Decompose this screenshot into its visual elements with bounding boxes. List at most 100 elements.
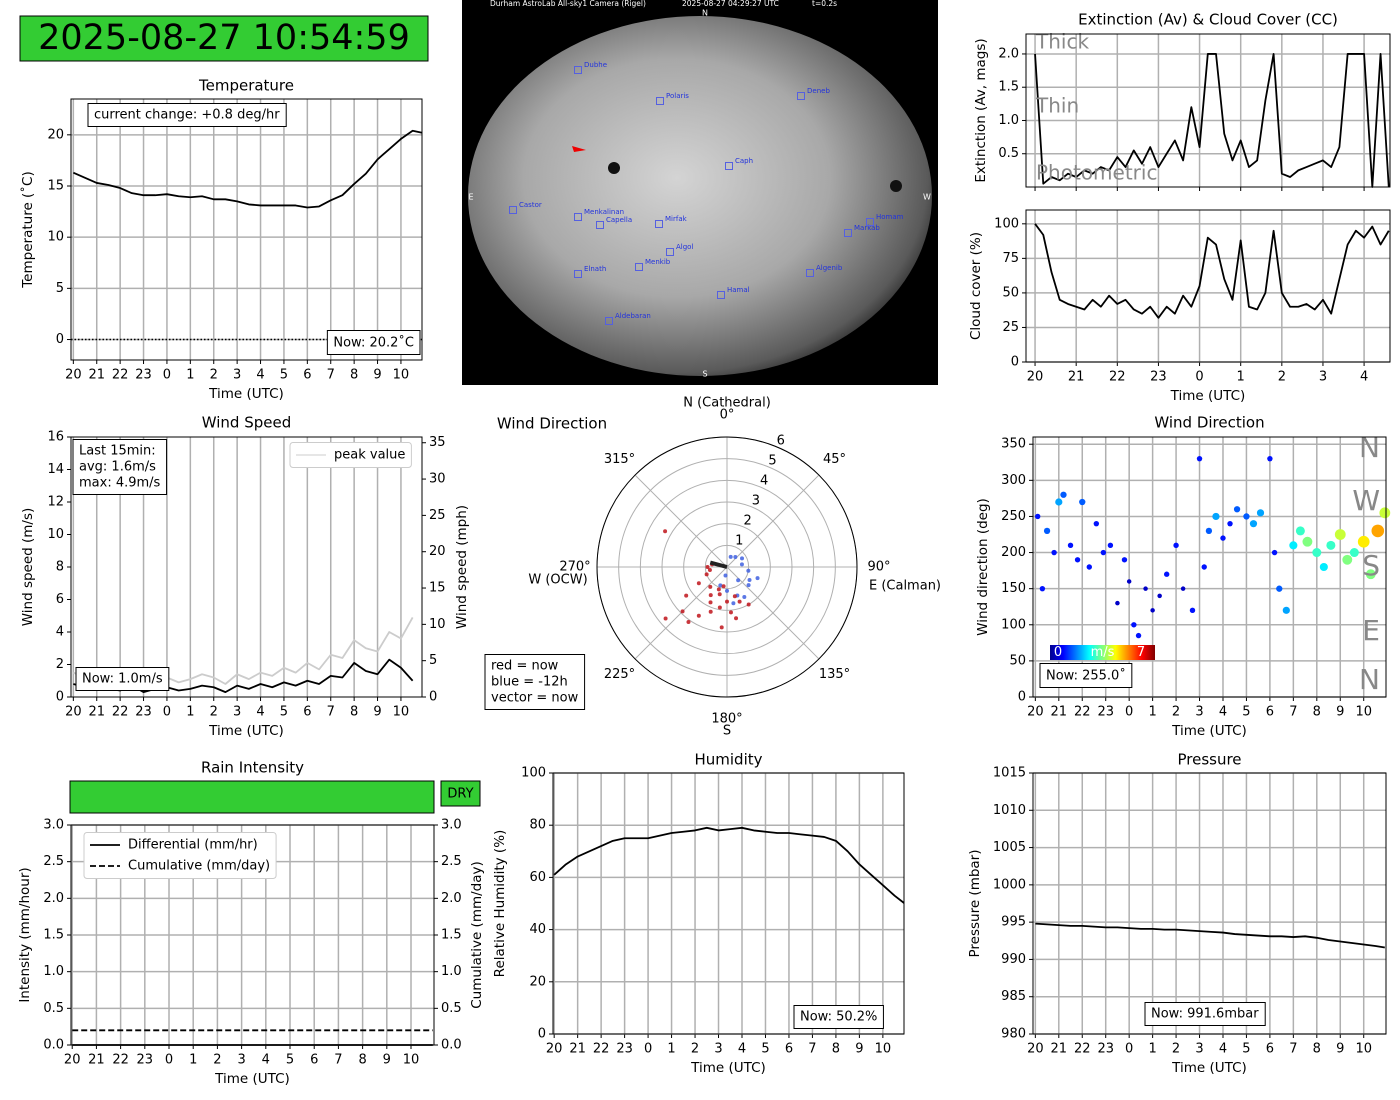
y-tick-label: 75	[1002, 251, 1019, 266]
point	[696, 581, 701, 586]
point	[718, 583, 723, 588]
y-tick-label: 1000	[993, 877, 1026, 892]
point	[1143, 586, 1148, 591]
point	[1180, 586, 1186, 591]
point	[739, 562, 744, 567]
x-tick-label: 21	[1068, 370, 1085, 385]
x-tick-label: 21	[88, 368, 105, 383]
x-tick-label: 7	[334, 1053, 342, 1068]
annotation-text: max: 4.9m/s	[79, 476, 161, 491]
annotation-text: Last 15min:	[79, 444, 156, 459]
camera-star-label: Algol	[676, 243, 693, 251]
camera-star-label: Algenib	[816, 264, 843, 272]
camera-compass: S	[702, 370, 707, 379]
y-tick-label: 20	[529, 974, 546, 989]
camera-star-label: Menkib	[645, 258, 671, 266]
point	[1357, 535, 1370, 548]
y-tick-label: 1.0	[43, 964, 64, 979]
point	[1107, 542, 1114, 549]
point	[755, 576, 760, 581]
x-tick-label: 20	[65, 705, 82, 720]
point	[708, 593, 713, 598]
point	[734, 616, 739, 621]
r-tick-label: 2	[743, 513, 751, 528]
legend-frame	[83, 832, 277, 879]
x-tick-label: 22	[1074, 1042, 1091, 1057]
x-tick-label: 4	[1360, 370, 1368, 385]
y-tick-label: 10	[47, 527, 64, 542]
point	[716, 587, 721, 592]
grid-spoke	[726, 566, 820, 660]
point	[1060, 491, 1067, 498]
y-tick-label: 0.5	[43, 1001, 64, 1016]
camera-star	[725, 162, 733, 170]
x-tick-label: 4	[738, 1042, 746, 1057]
y2-tick-label: 35	[429, 435, 446, 450]
point	[740, 556, 745, 561]
point	[1100, 549, 1107, 556]
camera-star	[717, 291, 725, 299]
point	[1220, 535, 1226, 541]
theta-tick-label: 180°	[711, 712, 742, 727]
y2-tick-label: 0.5	[441, 1001, 462, 1016]
x-tick-label: 22	[1109, 370, 1126, 385]
x-tick-label: 2	[213, 1053, 221, 1068]
x-tick-label: 6	[303, 705, 311, 720]
point	[1034, 513, 1041, 520]
y-tick-label: 1.5	[998, 80, 1019, 95]
y2-tick-label: 15	[429, 581, 446, 596]
grid-spoke	[726, 474, 820, 568]
y-axis-label: Temperature (˚C)	[19, 171, 36, 289]
chart-title: Pressure	[1177, 751, 1241, 769]
camera-star-label: Dubhe	[584, 61, 607, 69]
compass-label: N	[1359, 663, 1380, 696]
y-tick-label: 80	[529, 818, 546, 833]
x-tick-label: 6	[785, 1042, 793, 1057]
point	[1212, 512, 1220, 521]
r-tick-label: 3	[752, 493, 760, 508]
point	[725, 588, 729, 593]
y-axis-label: Wind direction (deg)	[975, 498, 991, 636]
y-tick-label: 0	[56, 332, 64, 347]
direction-label: N (Cathedral)	[683, 396, 771, 411]
y2-tick-label: 20	[429, 544, 446, 559]
y-tick-label: 15	[47, 179, 64, 194]
y-tick-label: 2.5	[43, 854, 64, 869]
plot-frame	[1025, 33, 1391, 188]
point	[1349, 548, 1359, 558]
x-tick-label: 7	[808, 1042, 816, 1057]
y-tick-label: 40	[529, 922, 546, 937]
chart-title: Extinction (Av) & Cloud Cover (CC)	[1078, 11, 1338, 29]
y2-tick-label: 0	[429, 690, 437, 705]
x-tick-label: 2	[1278, 370, 1286, 385]
plot-frame	[70, 436, 423, 698]
point	[1039, 585, 1046, 592]
colorbar	[1050, 645, 1155, 660]
point	[1326, 540, 1336, 550]
x-tick-label: 8	[832, 1042, 840, 1057]
annotation-text: vector = now	[491, 691, 579, 706]
point	[1334, 529, 1346, 540]
x-tick-label: 23	[137, 1053, 154, 1068]
x-tick-label: 0	[163, 368, 171, 383]
plot-area	[71, 99, 422, 360]
point	[731, 601, 736, 606]
camera-star-label: Aldebaran	[615, 312, 651, 320]
clock-box	[19, 15, 429, 62]
point	[733, 555, 738, 560]
theta-tick-label: 45°	[823, 452, 846, 467]
theta-tick-label: 270°	[559, 560, 590, 575]
y-tick-label: 25	[1002, 320, 1019, 335]
rain-status-box	[440, 780, 481, 807]
colorbar-max: 7	[1137, 645, 1145, 660]
y-tick-label: 995	[1001, 915, 1026, 930]
compass-label: W	[1352, 484, 1380, 517]
legend-label: peak value	[334, 448, 405, 463]
point	[746, 568, 751, 573]
point	[721, 584, 726, 589]
x-tick-label: 9	[1336, 705, 1344, 720]
compass-label: N	[1359, 431, 1380, 464]
x-tick-label: 3	[233, 368, 241, 383]
colorbar-label: m/s	[1091, 645, 1115, 660]
